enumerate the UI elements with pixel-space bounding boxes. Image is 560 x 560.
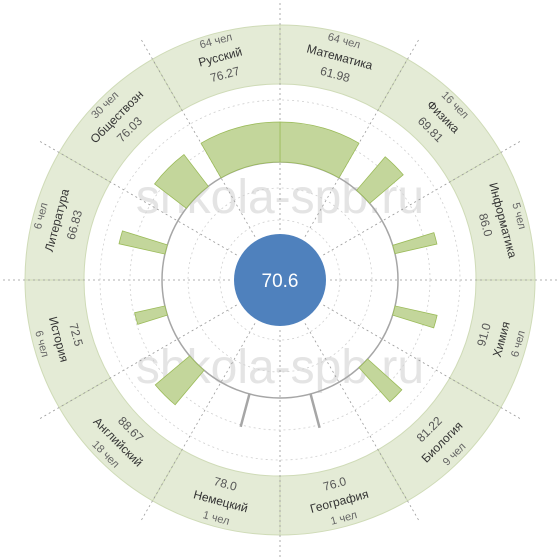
label-value-4: 91.0	[474, 321, 494, 347]
label-value-7: 78.0	[212, 474, 238, 494]
bar-11	[153, 153, 209, 209]
bar-5	[358, 358, 403, 403]
grid-radial-line	[304, 39, 420, 237]
grid-radial-line	[304, 323, 420, 521]
bar-12	[200, 121, 281, 179]
grid-radial-line	[323, 140, 521, 256]
grid-circle	[99, 99, 461, 461]
label-value-9: 72.5	[66, 322, 86, 348]
center-circle	[234, 234, 326, 326]
bar-7	[239, 393, 251, 428]
grid-circle	[187, 187, 373, 373]
label-value-6: 76.0	[322, 474, 348, 494]
bar-1	[279, 121, 360, 179]
bar-4	[392, 305, 438, 329]
grid-radial-line	[140, 39, 256, 237]
bar-3	[392, 232, 438, 255]
label-value-3: 86.0	[476, 212, 496, 238]
grid-radial-line	[323, 304, 521, 420]
grid-radial-line	[140, 323, 256, 521]
center-layer: 70.6	[234, 234, 326, 326]
bar-10	[118, 230, 168, 255]
bar-9	[134, 305, 168, 325]
bar-8	[154, 355, 205, 406]
grid-radial-line	[39, 304, 237, 420]
center-value: 70.6	[262, 271, 299, 292]
grid-radial-line	[39, 140, 237, 256]
bars-layer	[118, 121, 438, 429]
grid-circle	[219, 219, 341, 341]
bar-6	[309, 393, 321, 429]
outer-ring	[24, 24, 536, 536]
bar-2	[356, 156, 404, 204]
